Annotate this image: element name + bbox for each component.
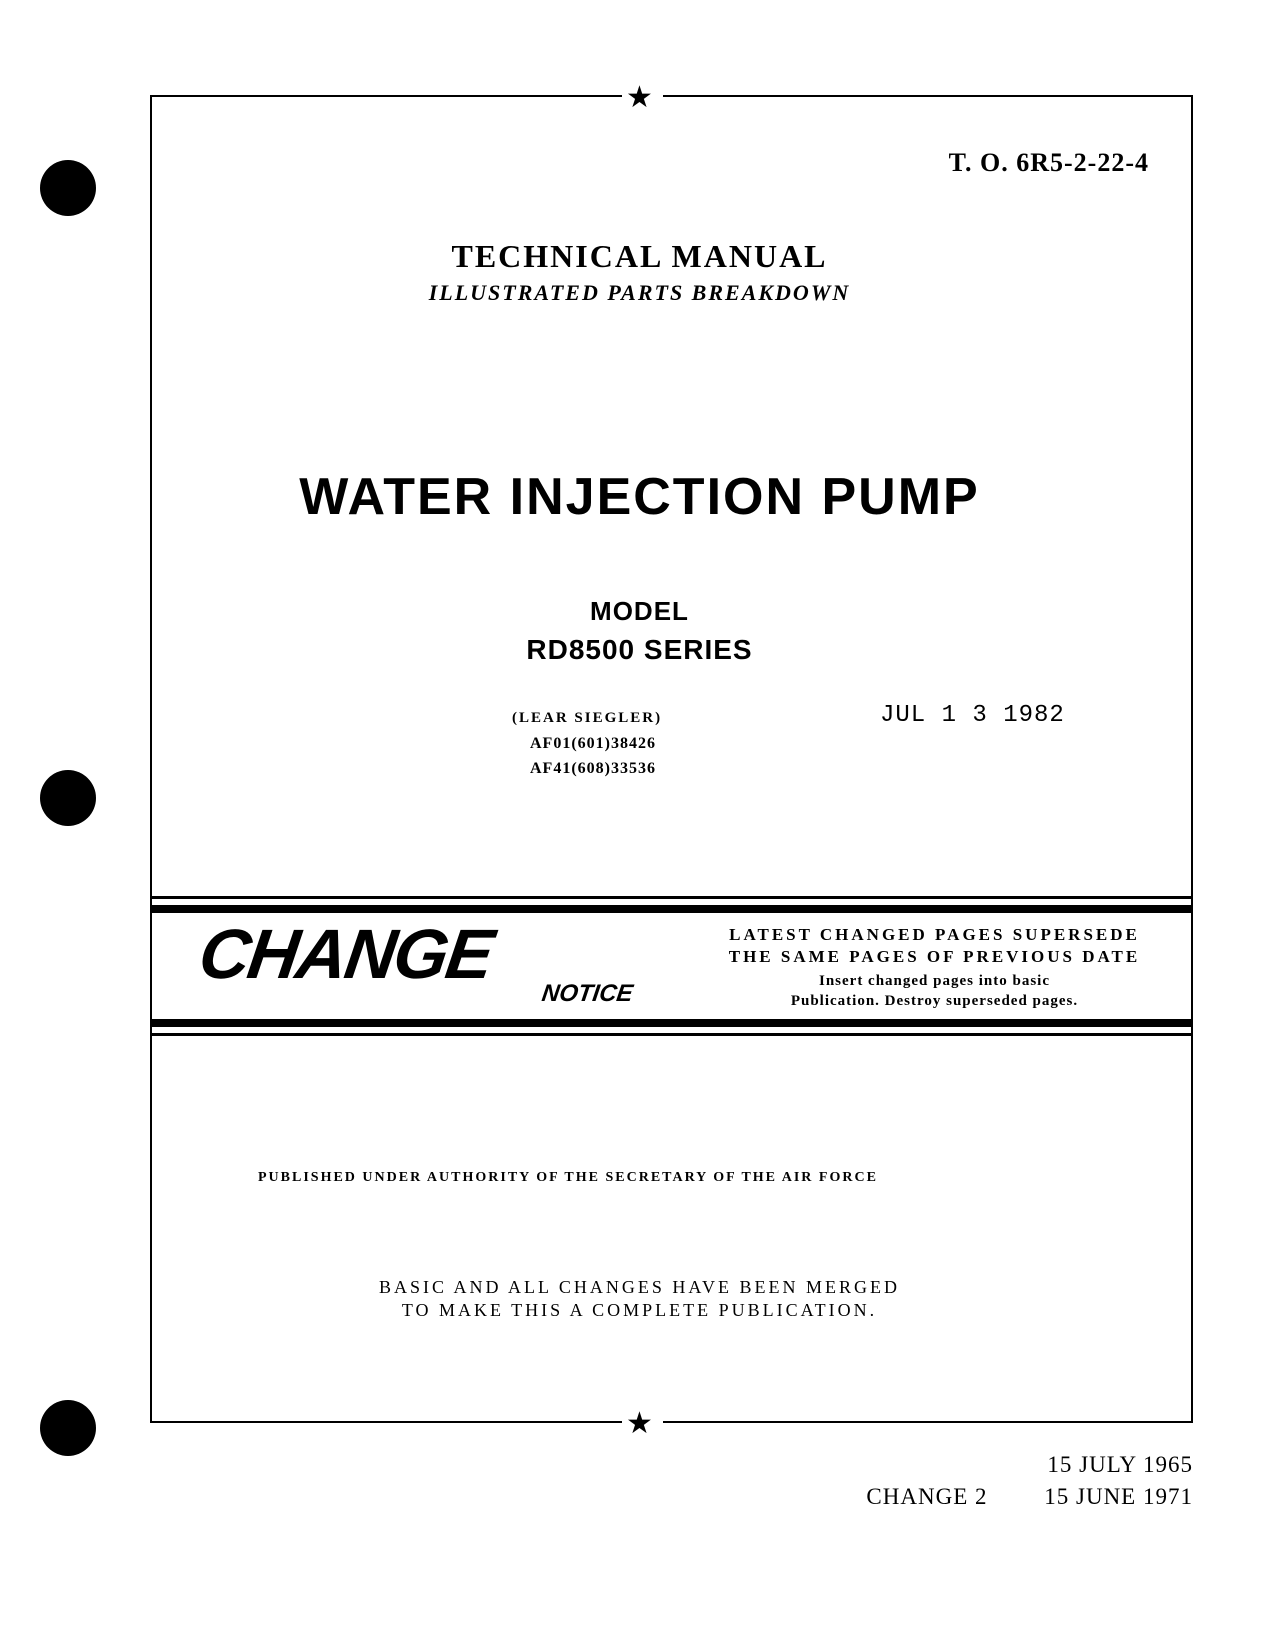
hole-punch-icon (40, 1400, 96, 1456)
change-date: 15 JUNE 1971 (1044, 1484, 1193, 1509)
notice-heading: NOTICE (540, 980, 635, 1008)
change-heading: CHANGE (194, 914, 497, 994)
supersede-line: LATEST CHANGED PAGES SUPERSEDE THE SAME … (706, 924, 1163, 968)
horizontal-rule (150, 905, 1193, 913)
document-subtitle: ILLUSTRATED PARTS BREAKDOWN (0, 280, 1279, 306)
horizontal-rule (150, 896, 1193, 899)
main-title: WATER INJECTION PUMP (0, 467, 1279, 527)
star-icon: ★ (626, 1406, 653, 1441)
instruction-line: Insert changed pages into basic Publicat… (706, 972, 1163, 1011)
hole-punch-icon (40, 160, 96, 216)
top-border-left (150, 95, 622, 97)
bottom-border-right (663, 1421, 1193, 1423)
change-notice-block: CHANGE NOTICE LATEST CHANGED PAGES SUPER… (150, 896, 1193, 1036)
supersede-instructions: LATEST CHANGED PAGES SUPERSEDE THE SAME … (706, 924, 1163, 1011)
date-stamp: JUL 1 3 1982 (880, 702, 1065, 729)
change-date-line: CHANGE 2 15 JUNE 1971 (866, 1484, 1193, 1510)
model-series: RD8500 SERIES (0, 634, 1279, 666)
technical-order-number: T. O. 6R5-2-22-4 (949, 148, 1149, 178)
manufacturer-name: (LEAR SIEGLER) (512, 710, 662, 727)
change-number-label: CHANGE 2 (866, 1484, 987, 1509)
basic-date: 15 JULY 1965 (1047, 1452, 1193, 1478)
publication-authority: PUBLISHED UNDER AUTHORITY OF THE SECRETA… (258, 1170, 878, 1186)
contract-number: AF01(601)38426 (530, 735, 656, 753)
bottom-border-left (150, 1421, 622, 1423)
model-label: MODEL (0, 596, 1279, 627)
horizontal-rule (150, 1019, 1193, 1027)
horizontal-rule (150, 1033, 1193, 1036)
top-border-right (663, 95, 1193, 97)
document-page: ★ T. O. 6R5-2-22-4 TECHNICAL MANUAL ILLU… (0, 0, 1279, 1643)
hole-punch-icon (40, 770, 96, 826)
star-icon: ★ (626, 80, 653, 115)
document-type-heading: TECHNICAL MANUAL (0, 238, 1279, 275)
merged-notice: BASIC AND ALL CHANGES HAVE BEEN MERGED T… (0, 1276, 1279, 1323)
contract-number: AF41(608)33536 (530, 760, 656, 778)
